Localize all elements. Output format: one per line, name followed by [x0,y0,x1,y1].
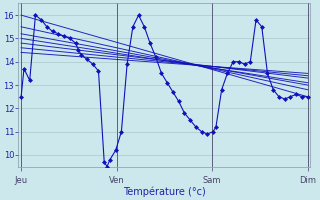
X-axis label: Température (°c): Température (°c) [123,186,206,197]
